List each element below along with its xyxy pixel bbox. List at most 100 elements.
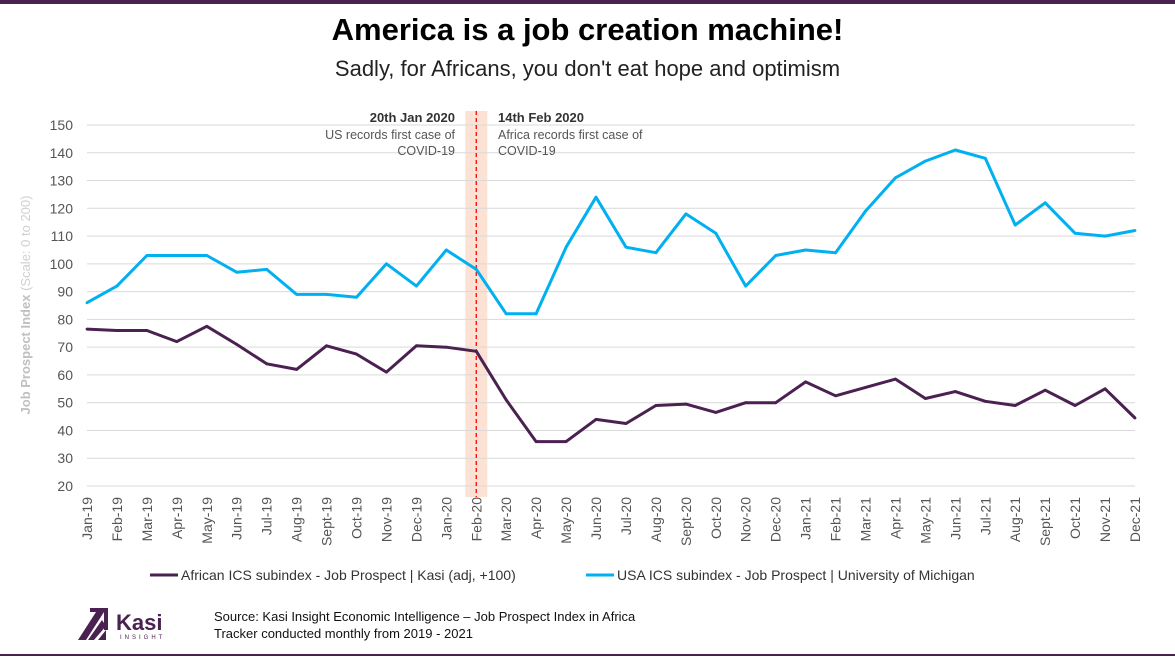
annotation-africa-text: Africa records first case of <box>498 128 643 142</box>
x-tick-label: Jan-21 <box>798 497 814 540</box>
data-point <box>355 352 358 356</box>
x-tick-label: Mar-19 <box>139 497 155 542</box>
x-tick-label: Aug-21 <box>1007 497 1023 542</box>
x-tick-label: Nov-19 <box>378 497 394 542</box>
y-axis-label-main: Job Prospect Index <box>18 294 33 415</box>
data-point <box>1013 404 1017 407</box>
series-line-usa <box>86 148 1136 316</box>
data-point <box>205 324 209 328</box>
chart-subtitle: Sadly, for Africans, you don't eat hope … <box>334 56 841 81</box>
data-point <box>564 440 568 443</box>
x-tick-label: Mar-20 <box>498 497 514 542</box>
y-tick-label: 120 <box>50 200 74 216</box>
data-point <box>654 251 658 255</box>
data-point <box>295 292 298 296</box>
chart-title: America is a job creation machine! <box>331 12 844 47</box>
data-point <box>564 245 568 249</box>
data-point <box>714 231 718 235</box>
x-tick-label: Aug-20 <box>648 497 664 542</box>
x-tick-label: Jul-20 <box>618 497 634 535</box>
data-point <box>385 370 388 374</box>
x-tick-label: Jul-19 <box>259 497 275 535</box>
data-point <box>474 268 478 271</box>
data-point <box>1133 416 1137 420</box>
data-point <box>145 254 149 257</box>
data-point <box>265 268 269 271</box>
logo-tagline: INSIGHT <box>120 635 165 641</box>
x-tick-label: Jun-20 <box>588 497 604 540</box>
x-tick-label: Apr-19 <box>169 497 185 539</box>
data-point <box>684 212 688 216</box>
data-point <box>205 254 209 257</box>
data-point <box>1043 388 1047 392</box>
data-point <box>834 251 837 255</box>
data-point <box>235 342 239 346</box>
data-point <box>1133 229 1137 232</box>
data-point <box>684 402 688 406</box>
data-point <box>744 401 748 405</box>
bottom-border <box>0 654 1175 656</box>
x-tick-label: Mar-21 <box>858 497 874 542</box>
data-point <box>1043 201 1047 205</box>
x-tick-label: Feb-21 <box>828 497 844 542</box>
y-axis-label: Job Prospect Index (Scale: 0 to 200) <box>18 196 33 415</box>
data-point <box>894 176 897 180</box>
legend-label: USA ICS subindex - Job Prospect | Univer… <box>617 567 975 583</box>
data-point <box>594 417 598 421</box>
data-point <box>924 159 927 163</box>
data-point <box>953 390 957 393</box>
x-tick-label: Dec-20 <box>768 497 784 542</box>
data-point <box>1073 231 1077 235</box>
x-tick-label: Dec-19 <box>408 497 424 542</box>
data-point <box>414 284 418 288</box>
data-point <box>594 195 598 199</box>
data-point <box>534 312 538 316</box>
logo-text: Kasi <box>116 610 162 635</box>
annotation-us-text: COVID-19 <box>397 144 455 158</box>
kasi-logo: Kasi INSIGHT <box>76 606 176 647</box>
kasi-logo-mark: Kasi INSIGHT <box>78 608 165 641</box>
data-point <box>145 329 149 332</box>
data-point <box>894 377 897 381</box>
series-line-africa <box>86 324 1137 444</box>
data-point <box>624 422 628 425</box>
x-tick-label: Aug-19 <box>289 497 305 542</box>
y-tick-label: 150 <box>50 117 74 133</box>
x-tick-label: Feb-19 <box>109 497 125 542</box>
source-note: Source: Kasi Insight Economic Intelligen… <box>214 608 635 642</box>
data-point <box>175 340 179 343</box>
data-point <box>504 312 508 316</box>
data-point <box>325 292 328 296</box>
data-point <box>115 329 119 332</box>
data-point <box>654 404 658 407</box>
y-tick-label: 110 <box>51 228 74 244</box>
x-tick-label: Jul-21 <box>977 497 993 535</box>
y-tick-label: 50 <box>57 395 73 411</box>
annotation-africa-text: COVID-19 <box>498 144 556 158</box>
x-tick-label: Jan-20 <box>438 497 454 540</box>
source-line-1: Source: Kasi Insight Economic Intelligen… <box>214 609 636 624</box>
x-tick-label: Oct-21 <box>1067 497 1083 539</box>
data-point <box>444 248 448 252</box>
legend-label: African ICS subindex - Job Prospect | Ka… <box>181 567 516 583</box>
x-tick-label: Nov-20 <box>738 497 754 542</box>
data-point <box>474 349 478 353</box>
data-point <box>534 440 538 443</box>
data-point <box>744 284 748 288</box>
x-tick-label: Jun-19 <box>229 497 245 540</box>
x-tick-label: Nov-21 <box>1097 497 1113 542</box>
y-axis-label-note: (Scale: 0 to 200) <box>18 196 33 291</box>
top-border <box>0 0 1175 4</box>
data-point <box>85 327 89 331</box>
y-tick-label: 90 <box>57 284 73 300</box>
data-point <box>1103 234 1107 238</box>
data-point <box>175 254 179 257</box>
data-point <box>983 399 987 403</box>
annotation-us-text: US records first case of <box>325 128 455 142</box>
x-tick-label: Apr-20 <box>528 497 544 539</box>
data-point <box>924 397 927 400</box>
data-point <box>864 209 867 213</box>
y-tick-label: 140 <box>50 145 74 161</box>
y-tick-label: 70 <box>57 339 73 355</box>
